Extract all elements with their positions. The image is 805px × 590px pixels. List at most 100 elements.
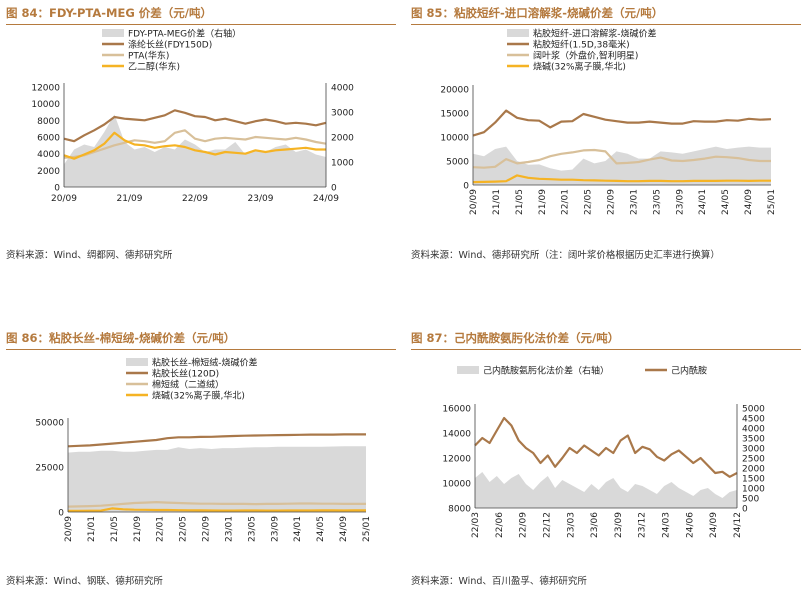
series-line: [63, 129, 327, 159]
x-tick-label: 22/09: [607, 189, 617, 215]
legend-swatch: [457, 366, 479, 374]
x-tick-label: 22/03: [471, 512, 481, 538]
chart-fdy: 0 2000 4000 6000 8000 10000 12000 0 1000 2000 3000…: [31, 28, 354, 205]
x-tick-label: 22/01: [561, 189, 571, 215]
y2-tick-label: 2000: [331, 134, 354, 144]
x-tick-label: 22/12: [542, 512, 552, 538]
y-tick-label: 16000: [442, 405, 471, 415]
y-tick-label: 50000: [35, 419, 64, 429]
x-tick-label: 20/09: [469, 189, 479, 215]
y2-tick-label: 4000: [742, 425, 765, 435]
y-tick-label: 25000: [35, 464, 64, 474]
x-tick-label: 24/09: [709, 512, 719, 538]
x-tick-label: 22/06: [495, 512, 505, 538]
x-tick-label: 21/05: [110, 516, 120, 542]
chart-source: 资料来源：Wind、绸都网、德邦研究所: [6, 250, 173, 261]
y-tick-label: 14000: [442, 430, 471, 440]
chart-caprolactam: 8000 10000 12000 14000 16000 0500100015002000…: [442, 365, 765, 538]
x-tick-label: 24/01: [293, 516, 303, 542]
y-tick-label: 2000: [37, 167, 60, 177]
x-tick-label: 22/09: [519, 512, 529, 538]
panel-viscose-staple: 图 85：粘胶短纤-进口溶解浆-烧碱价差（元/吨） 0 5000 10000 1500…: [411, 5, 801, 265]
y2-tick-label: 2500: [742, 455, 765, 465]
x-tick-label: 20/09: [51, 194, 77, 204]
y2-tick-label: 2000: [742, 465, 765, 475]
x-tick-label: 21/09: [538, 189, 548, 215]
y-tick-label: 5000: [446, 158, 469, 168]
legend-label: 粘胶短纤-进口溶解浆-烧碱价差: [533, 28, 657, 40]
y-tick-label: 8000: [37, 117, 60, 127]
x-tick-label: 23/05: [652, 189, 662, 215]
x-tick-label: 23/01: [629, 189, 639, 215]
title-divider: [6, 24, 396, 25]
y-tick-label: 8000: [448, 505, 471, 515]
chart-title: 图 84：FDY-PTA-MEG 价差（元/吨）: [6, 6, 212, 20]
y-tick-label: 0: [58, 509, 64, 519]
chart-source: 资料来源：Wind、百川盈孚、德邦研究所: [411, 576, 587, 587]
x-tick-label: 23/01: [224, 516, 234, 542]
legend-label: 己内酰胺: [671, 365, 707, 377]
series-line: [474, 416, 738, 478]
y-tick-label: 10000: [442, 480, 471, 490]
x-tick-label: 24/01: [698, 189, 708, 215]
y-tick-label: 15000: [440, 110, 469, 120]
title-divider: [411, 349, 801, 350]
chart-title: 图 86：粘胶长丝-棉短绒-烧碱价差（元/吨）: [6, 331, 236, 345]
y2-tick-label: 500: [742, 495, 759, 505]
series-area: [68, 446, 366, 512]
y2-tick-label: 5000: [742, 405, 765, 415]
chart-title: 图 87：己内酰胺氨肟化法价差（元/吨）: [411, 331, 620, 345]
legend-label: 己内酰胺氨肟化法价差（右轴）: [483, 365, 609, 377]
legend-label: FDY-PTA-MEG价差（右轴）: [128, 28, 241, 40]
y2-tick-label: 0: [742, 505, 748, 515]
x-tick-label: 24/03: [662, 512, 672, 538]
y-tick-label: 0: [463, 182, 469, 192]
series-line: [63, 131, 326, 160]
y-tick-label: 10000: [31, 100, 60, 110]
y2-tick-label: 3500: [742, 435, 765, 445]
x-tick-label: 21/09: [133, 516, 143, 542]
series-line: [63, 109, 327, 143]
series-line: [472, 174, 771, 184]
legend-label: 阔叶浆（外盘价,智利明星): [533, 50, 638, 62]
y-tick-label: 6000: [37, 134, 60, 144]
series-line: [472, 148, 771, 169]
y-tick-label: 20000: [440, 86, 469, 96]
y2-tick-label: 1500: [742, 475, 765, 485]
title-divider: [411, 24, 801, 25]
y2-tick-label: 4000: [331, 84, 354, 94]
x-tick-label: 23/03: [566, 512, 576, 538]
y2-tick-label: 3000: [331, 109, 354, 119]
x-tick-label: 22/05: [584, 189, 594, 215]
legend-label: 粘胶长丝(120D): [152, 368, 219, 380]
legend-label: 烧碱(32%离子膜,华北): [533, 61, 626, 73]
x-tick-label: 23/05: [247, 516, 257, 542]
y-tick-label: 12000: [31, 84, 60, 94]
series-area: [473, 146, 771, 185]
y-tick-label: 12000: [442, 455, 471, 465]
x-tick-label: 24/09: [339, 516, 349, 542]
x-tick-label: 21/01: [492, 189, 502, 215]
legend-label: 棉短绒（二道绒）: [152, 379, 224, 391]
panel-viscose-filament: 图 86：粘胶长丝-棉短绒-烧碱价差（元/吨） 0 25000 50000 20/09…: [6, 330, 396, 590]
legend-label: 涤纶长丝(FDY150D): [128, 39, 212, 51]
y2-tick-label: 0: [331, 184, 337, 194]
chart-viscose-filament: 0 25000 50000 20/09 21/01 21/05 21/09 22/01 22/0…: [35, 357, 372, 542]
x-tick-label: 25/01: [767, 189, 777, 215]
chart-source: 资料来源：Wind、钢联、德邦研究所: [6, 576, 163, 587]
x-tick-label: 23/12: [638, 512, 648, 538]
legend-swatch: [126, 358, 148, 366]
legend-label: 粘胶短纤(1.5D,38毫米): [533, 39, 630, 51]
series-line: [67, 507, 366, 512]
x-tick-label: 23/09: [270, 516, 280, 542]
x-tick-label: 21/09: [117, 194, 143, 204]
chart-source: 资料来源：Wind、德邦研究所（注：阔叶浆价格根据历史汇率进行换算）: [411, 250, 720, 261]
y-tick-label: 0: [54, 184, 60, 194]
legend-label: PTA(华东): [128, 50, 169, 62]
legend-swatch: [507, 29, 529, 37]
y-tick-label: 10000: [440, 134, 469, 144]
chart-title: 图 85：粘胶短纤-进口溶解浆-烧碱价差（元/吨）: [411, 6, 664, 20]
x-tick-label: 24/06: [685, 512, 695, 538]
series-line: [472, 109, 772, 137]
x-tick-label: 24/12: [733, 512, 743, 538]
